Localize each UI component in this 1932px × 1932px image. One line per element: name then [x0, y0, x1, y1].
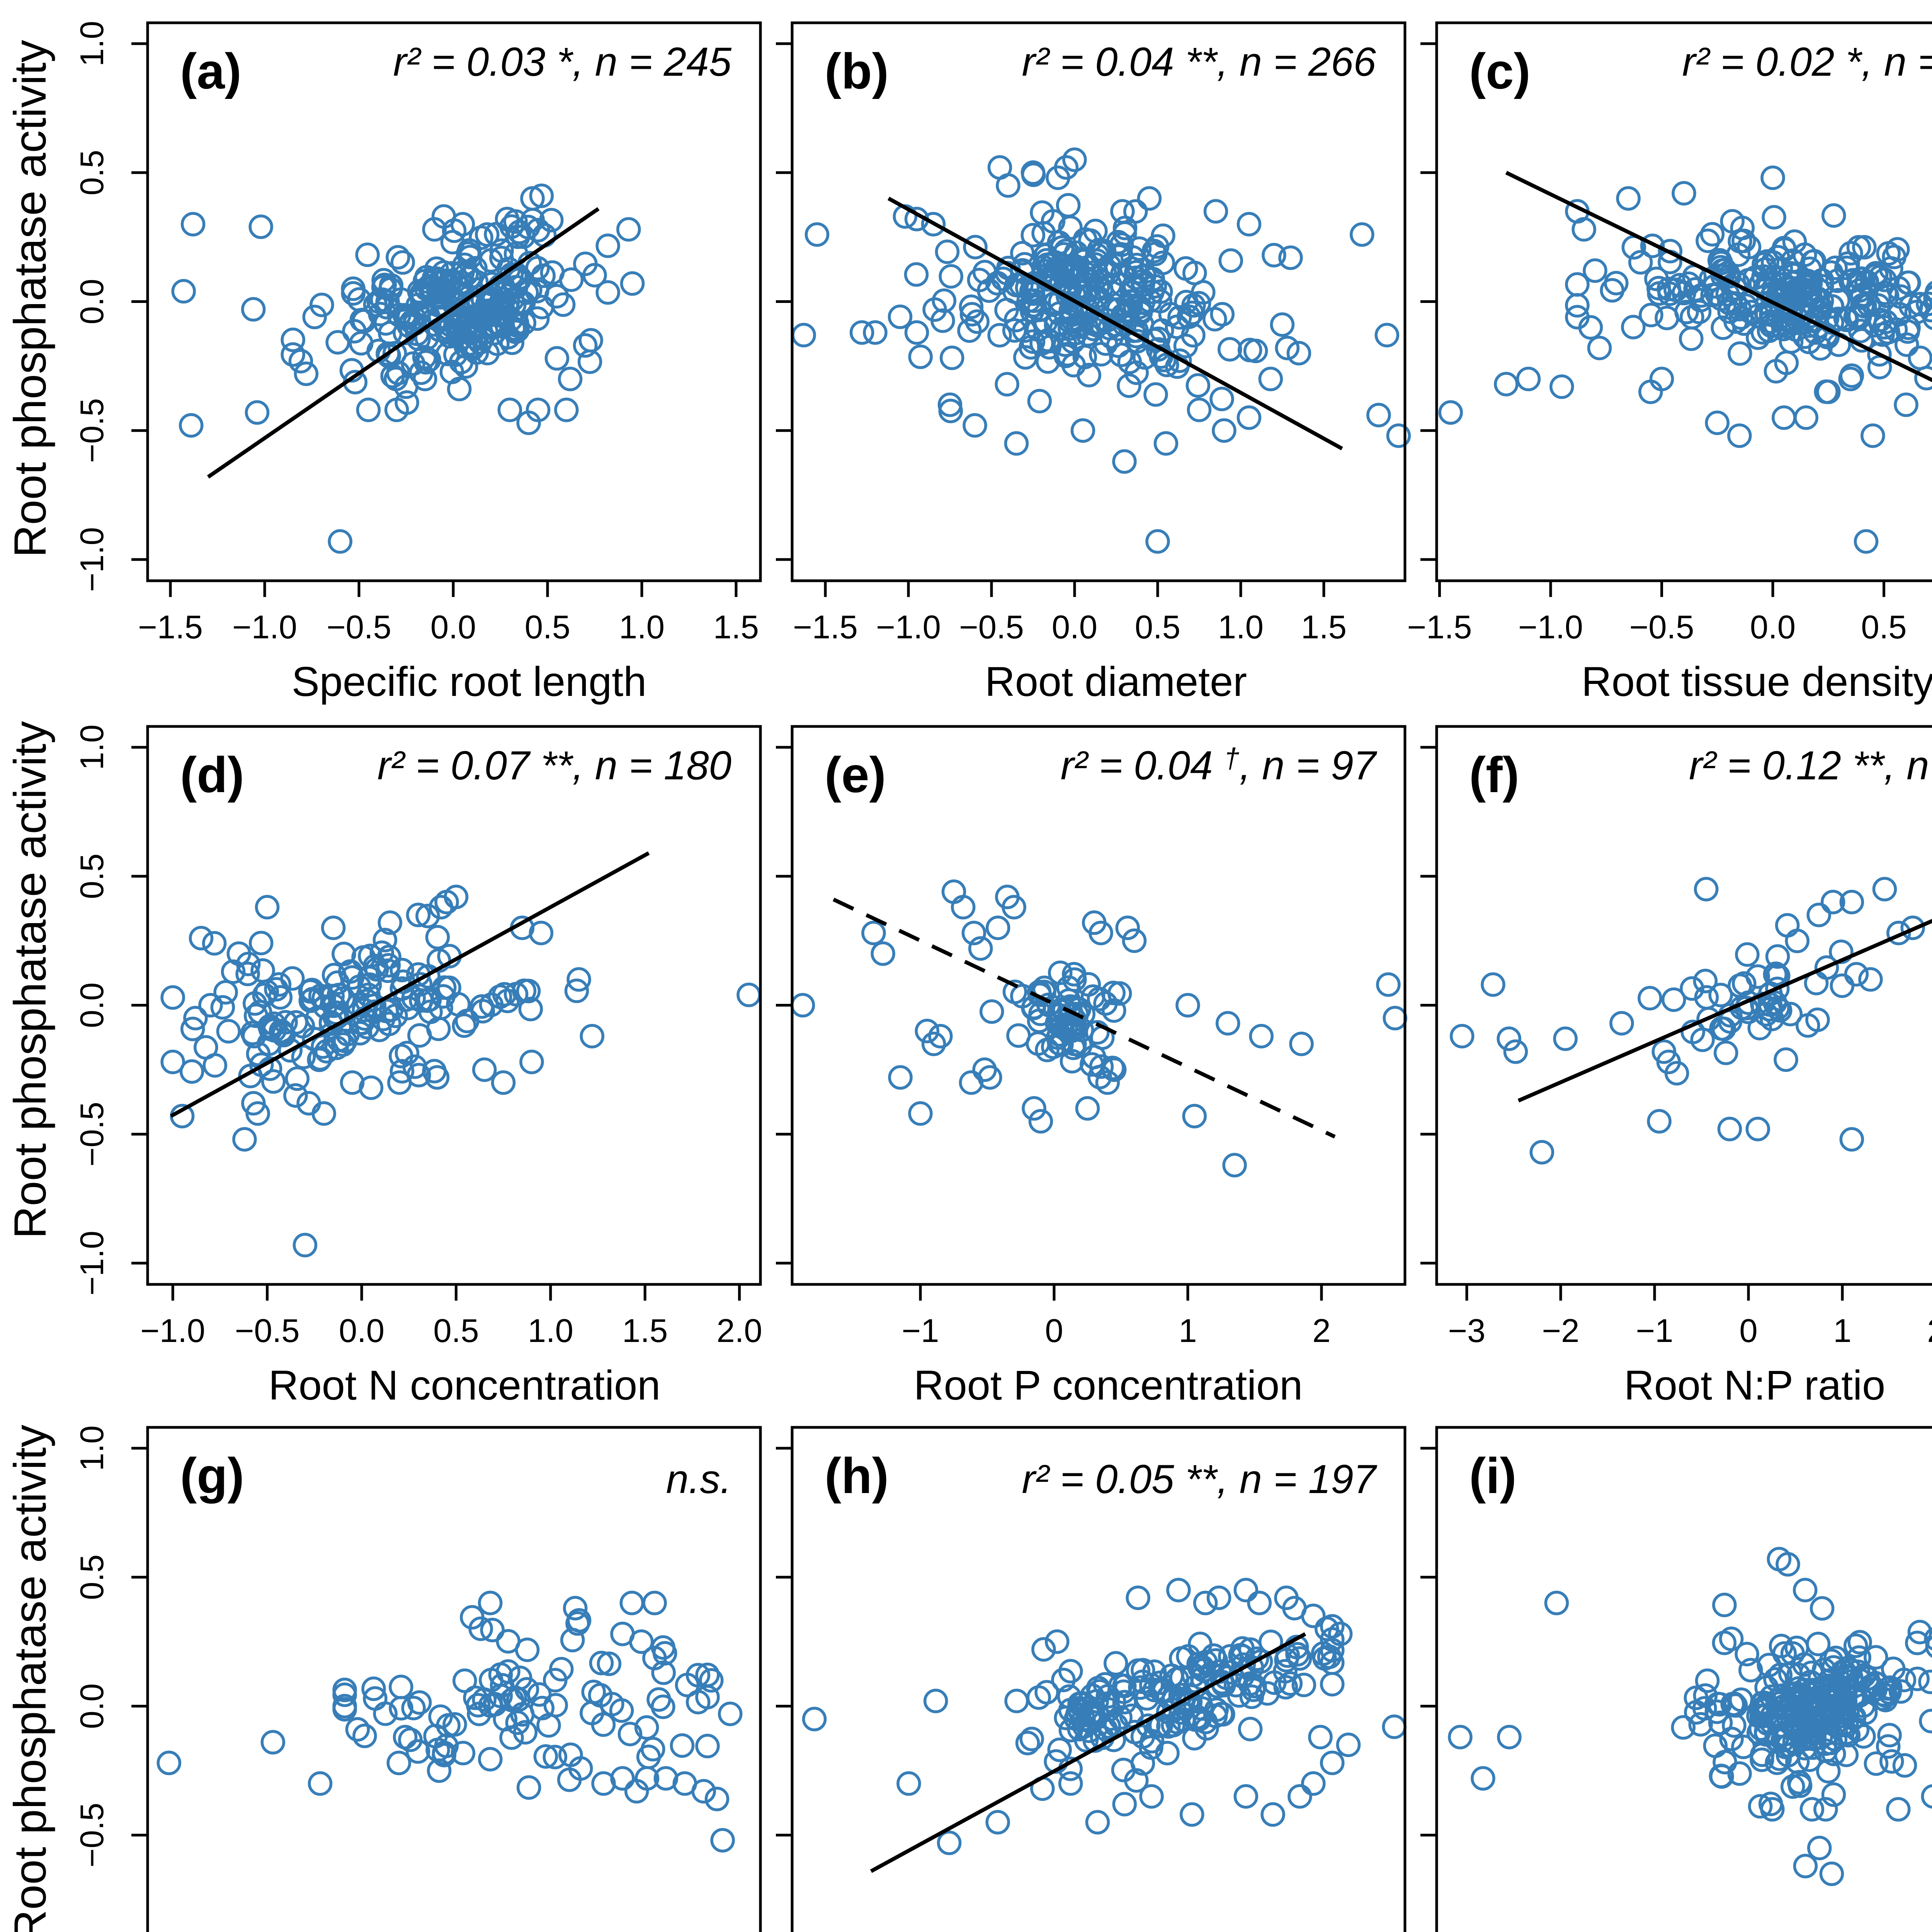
svg-text:r² = 0.04 †, n = 97: r² = 0.04 †, n = 97 [1061, 743, 1378, 788]
svg-text:Root P concentration: Root P concentration [914, 1362, 1303, 1408]
svg-text:1.0: 1.0 [74, 724, 111, 770]
svg-text:2: 2 [1927, 1313, 1932, 1349]
svg-text:0.0: 0.0 [1750, 609, 1796, 646]
svg-text:−1.0: −1.0 [74, 527, 111, 592]
svg-text:−0.5: −0.5 [327, 609, 391, 646]
svg-text:−1.0: −1.0 [1518, 609, 1583, 646]
svg-text:1: 1 [1179, 1313, 1197, 1349]
svg-text:2: 2 [1312, 1313, 1330, 1349]
svg-text:0.5: 0.5 [433, 1313, 479, 1349]
svg-text:1.5: 1.5 [1301, 609, 1347, 646]
svg-text:(g): (g) [180, 1447, 244, 1504]
svg-text:(e): (e) [825, 747, 886, 803]
svg-text:−1.0: −1.0 [876, 609, 941, 646]
svg-text:Specific root length: Specific root length [292, 658, 647, 705]
svg-text:r² = 0.03 *, n = 245: r² = 0.03 *, n = 245 [393, 39, 731, 85]
svg-text:r² = 0.04 **, n = 266: r² = 0.04 **, n = 266 [1022, 39, 1376, 85]
svg-text:1.5: 1.5 [713, 609, 759, 646]
svg-text:−0.5: −0.5 [74, 1803, 111, 1867]
svg-text:1.5: 1.5 [622, 1313, 668, 1349]
svg-text:(i): (i) [1469, 1447, 1517, 1504]
svg-text:Root phosphatase activity: Root phosphatase activity [5, 721, 55, 1239]
svg-text:−1.0: −1.0 [140, 1313, 205, 1349]
svg-text:0: 0 [1739, 1313, 1757, 1349]
svg-text:(h): (h) [825, 1447, 889, 1504]
svg-text:r² = 0.02 *, n = 253: r² = 0.02 *, n = 253 [1682, 39, 1932, 85]
svg-text:1.0: 1.0 [74, 21, 111, 66]
svg-text:−3: −3 [1448, 1313, 1486, 1349]
svg-text:1.0: 1.0 [528, 1313, 573, 1349]
svg-text:−1: −1 [1636, 1313, 1673, 1349]
svg-text:−1.0: −1.0 [232, 609, 297, 646]
svg-text:1.0: 1.0 [619, 609, 665, 646]
svg-text:(b): (b) [825, 43, 889, 99]
svg-text:0.0: 0.0 [74, 982, 111, 1028]
svg-text:Root phosphatase activity: Root phosphatase activity [5, 1425, 55, 1932]
svg-text:−2: −2 [1542, 1313, 1580, 1349]
svg-text:−1.5: −1.5 [1407, 609, 1472, 646]
svg-text:−0.5: −0.5 [959, 609, 1024, 646]
svg-text:−1.5: −1.5 [138, 609, 203, 646]
svg-text:Root phosphatase activity: Root phosphatase activity [5, 40, 55, 558]
svg-text:(d): (d) [180, 747, 244, 803]
svg-text:0.5: 0.5 [1135, 609, 1180, 646]
svg-text:1.0: 1.0 [1218, 609, 1264, 646]
svg-text:r² = 0.05 **, n = 197: r² = 0.05 **, n = 197 [1022, 1457, 1378, 1502]
svg-text:0.0: 0.0 [1052, 609, 1097, 646]
svg-text:Root tissue density: Root tissue density [1582, 658, 1932, 705]
svg-text:2.0: 2.0 [717, 1313, 762, 1349]
svg-text:0.5: 0.5 [1861, 609, 1906, 646]
svg-text:0: 0 [1045, 1313, 1063, 1349]
svg-text:0.5: 0.5 [74, 854, 111, 899]
svg-text:1: 1 [1833, 1313, 1851, 1349]
svg-text:−0.5: −0.5 [235, 1313, 300, 1349]
svg-text:−0.5: −0.5 [74, 398, 111, 463]
svg-text:0.0: 0.0 [74, 279, 111, 324]
svg-text:−1.0: −1.0 [74, 1231, 111, 1296]
svg-text:−1.5: −1.5 [793, 609, 858, 646]
svg-text:0.0: 0.0 [74, 1683, 111, 1729]
svg-text:n.s.: n.s. [666, 1457, 731, 1502]
svg-text:0.5: 0.5 [74, 1554, 111, 1600]
svg-text:(f): (f) [1469, 747, 1519, 803]
svg-text:r² = 0.07 **, n = 180: r² = 0.07 **, n = 180 [378, 743, 731, 788]
svg-text:Root N concentration: Root N concentration [269, 1362, 661, 1408]
svg-text:Root N:P ratio: Root N:P ratio [1624, 1362, 1885, 1408]
svg-text:(c): (c) [1469, 43, 1531, 99]
svg-text:Root diameter: Root diameter [985, 658, 1247, 705]
svg-text:−0.5: −0.5 [1629, 609, 1694, 646]
svg-text:1.0: 1.0 [74, 1425, 111, 1471]
svg-text:0.5: 0.5 [74, 150, 111, 196]
svg-text:0.0: 0.0 [430, 609, 476, 646]
svg-text:−1: −1 [902, 1313, 939, 1349]
svg-text:0.5: 0.5 [525, 609, 570, 646]
svg-text:0.0: 0.0 [339, 1313, 384, 1349]
svg-text:r² = 0.12 **, n = 71: r² = 0.12 **, n = 71 [1689, 743, 1932, 788]
svg-text:−0.5: −0.5 [74, 1102, 111, 1167]
svg-text:(a): (a) [180, 43, 242, 99]
